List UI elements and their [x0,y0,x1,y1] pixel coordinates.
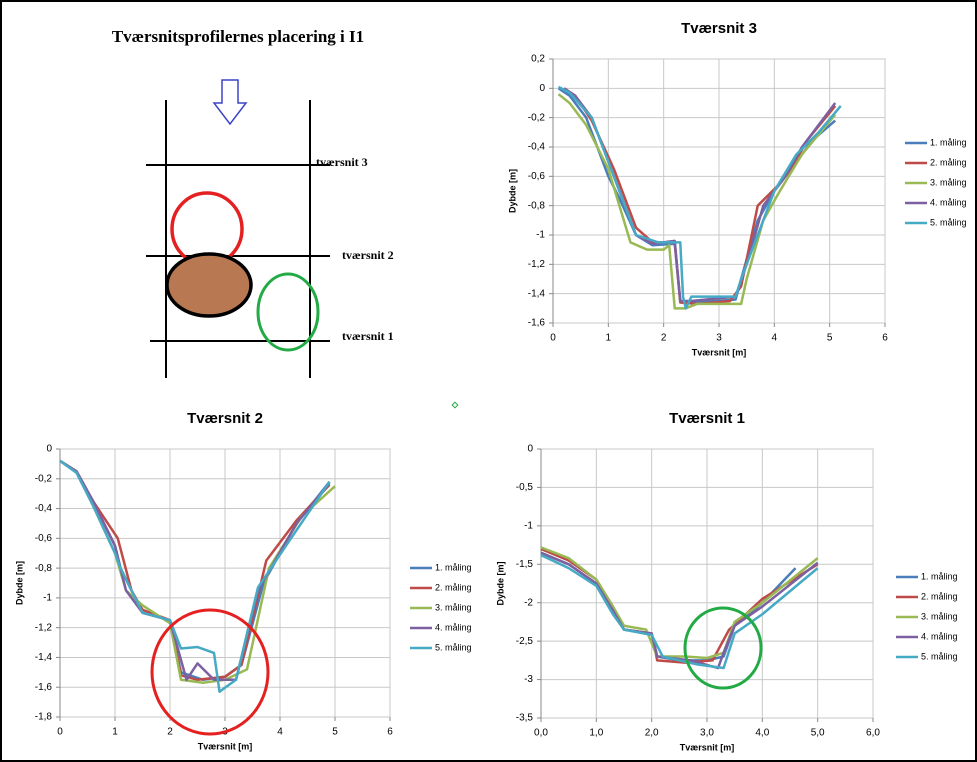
diagram-title: Tværsnitsprofilernes placering i I1 [112,27,364,46]
y-tick-label: 0 [46,444,52,455]
y-tick-label: -0,2 [35,473,53,484]
y-tick-label: -0,4 [528,142,546,153]
y-tick-label: -1,6 [528,318,546,329]
x-tick-label: 4 [277,727,283,738]
y-tick-label: -1 [43,593,52,604]
legend-label: 1. måling [435,562,472,572]
y-tick-label: -0,6 [35,533,53,544]
legend-label: 4. måling [435,622,472,632]
y-tick-label: -0,5 [516,482,534,493]
y-tick-label: -0,8 [528,200,546,211]
x-tick-label: 2 [661,333,667,344]
x-tick-label: 6 [882,333,888,344]
x-tick-label: 0 [57,727,63,738]
y-tick-label: -1 [536,230,545,241]
y-tick-label: -1,4 [35,652,53,663]
x-tick-label: 1 [606,333,612,344]
x-tick-label: 3 [716,333,722,344]
y-tick-label: -0,8 [35,563,53,574]
x-tick-label: 5 [827,333,833,344]
y-tick-label: -2 [524,597,533,608]
x-tick-label: 0,0 [534,728,548,739]
x-tick-label: 1 [112,727,118,738]
legend-label: 2. måling [435,582,472,592]
y-tick-label: -1,8 [35,712,53,723]
y-axis-label: Dybde [m] [495,561,505,605]
chart-title: Tværsnit 2 [187,410,263,427]
legend-label: 2. måling [921,591,958,601]
y-tick-label: -0,6 [528,171,546,182]
page: Tværsnitsprofilernes placering i I1 tvær… [0,0,977,762]
section-label: tværsnit 2 [342,248,394,262]
section-label: tværsnit 1 [342,329,394,343]
x-tick-label: 6,0 [866,728,880,739]
x-tick-label: 4 [772,333,778,344]
legend-label: 3. måling [930,177,967,187]
x-tick-label: 4,0 [755,728,769,739]
y-tick-label: -3 [524,674,533,685]
y-tick-label: -1 [524,520,533,531]
y-tick-label: -2,5 [516,636,534,647]
x-tick-label: 2,0 [645,728,659,739]
x-tick-label: 5,0 [811,728,825,739]
y-axis-label: Dybde [m] [14,561,24,605]
y-tick-label: -0,2 [528,112,546,123]
y-tick-label: -1,6 [35,682,53,693]
y-axis-label: Dybde [m] [507,169,517,213]
y-tick-label: -1,2 [35,622,53,633]
legend-label: 3. måling [921,611,958,621]
legend-label: 4. måling [921,631,958,641]
legend-label: 5. måling [435,642,472,652]
x-tick-label: 2 [167,727,173,738]
legend-label: 2. måling [930,157,967,167]
x-tick-label: 0 [550,333,556,344]
legend-label: 5. måling [921,651,958,661]
y-tick-label: -1,5 [516,559,534,570]
y-tick-label: -1,2 [528,259,546,270]
brown-ellipse [167,254,251,316]
x-axis-label: Tværsnit [m] [198,741,253,751]
legend-label: 1. måling [930,137,967,147]
x-tick-label: 5 [332,727,338,738]
legend-label: 3. måling [435,602,472,612]
x-tick-label: 3,0 [700,728,714,739]
y-tick-label: 0 [527,444,533,455]
x-tick-label: 1,0 [589,728,603,739]
y-tick-label: -1,4 [528,288,546,299]
x-axis-label: Tværsnit [m] [692,347,747,357]
y-tick-label: -3,5 [516,713,534,724]
y-tick-label: -0,4 [35,503,53,514]
y-tick-label: 0,2 [531,54,545,65]
section-label: tværsnit 3 [316,155,368,169]
legend-label: 5. måling [930,217,967,227]
legend-label: 4. måling [930,197,967,207]
y-tick-label: 0 [539,83,545,94]
x-axis-label: Tværsnit [m] [680,742,735,752]
chart-title: Tværsnit 3 [681,20,757,37]
chart-title: Tværsnit 1 [669,410,745,427]
legend-label: 1. måling [921,571,958,581]
x-tick-label: 6 [387,727,393,738]
